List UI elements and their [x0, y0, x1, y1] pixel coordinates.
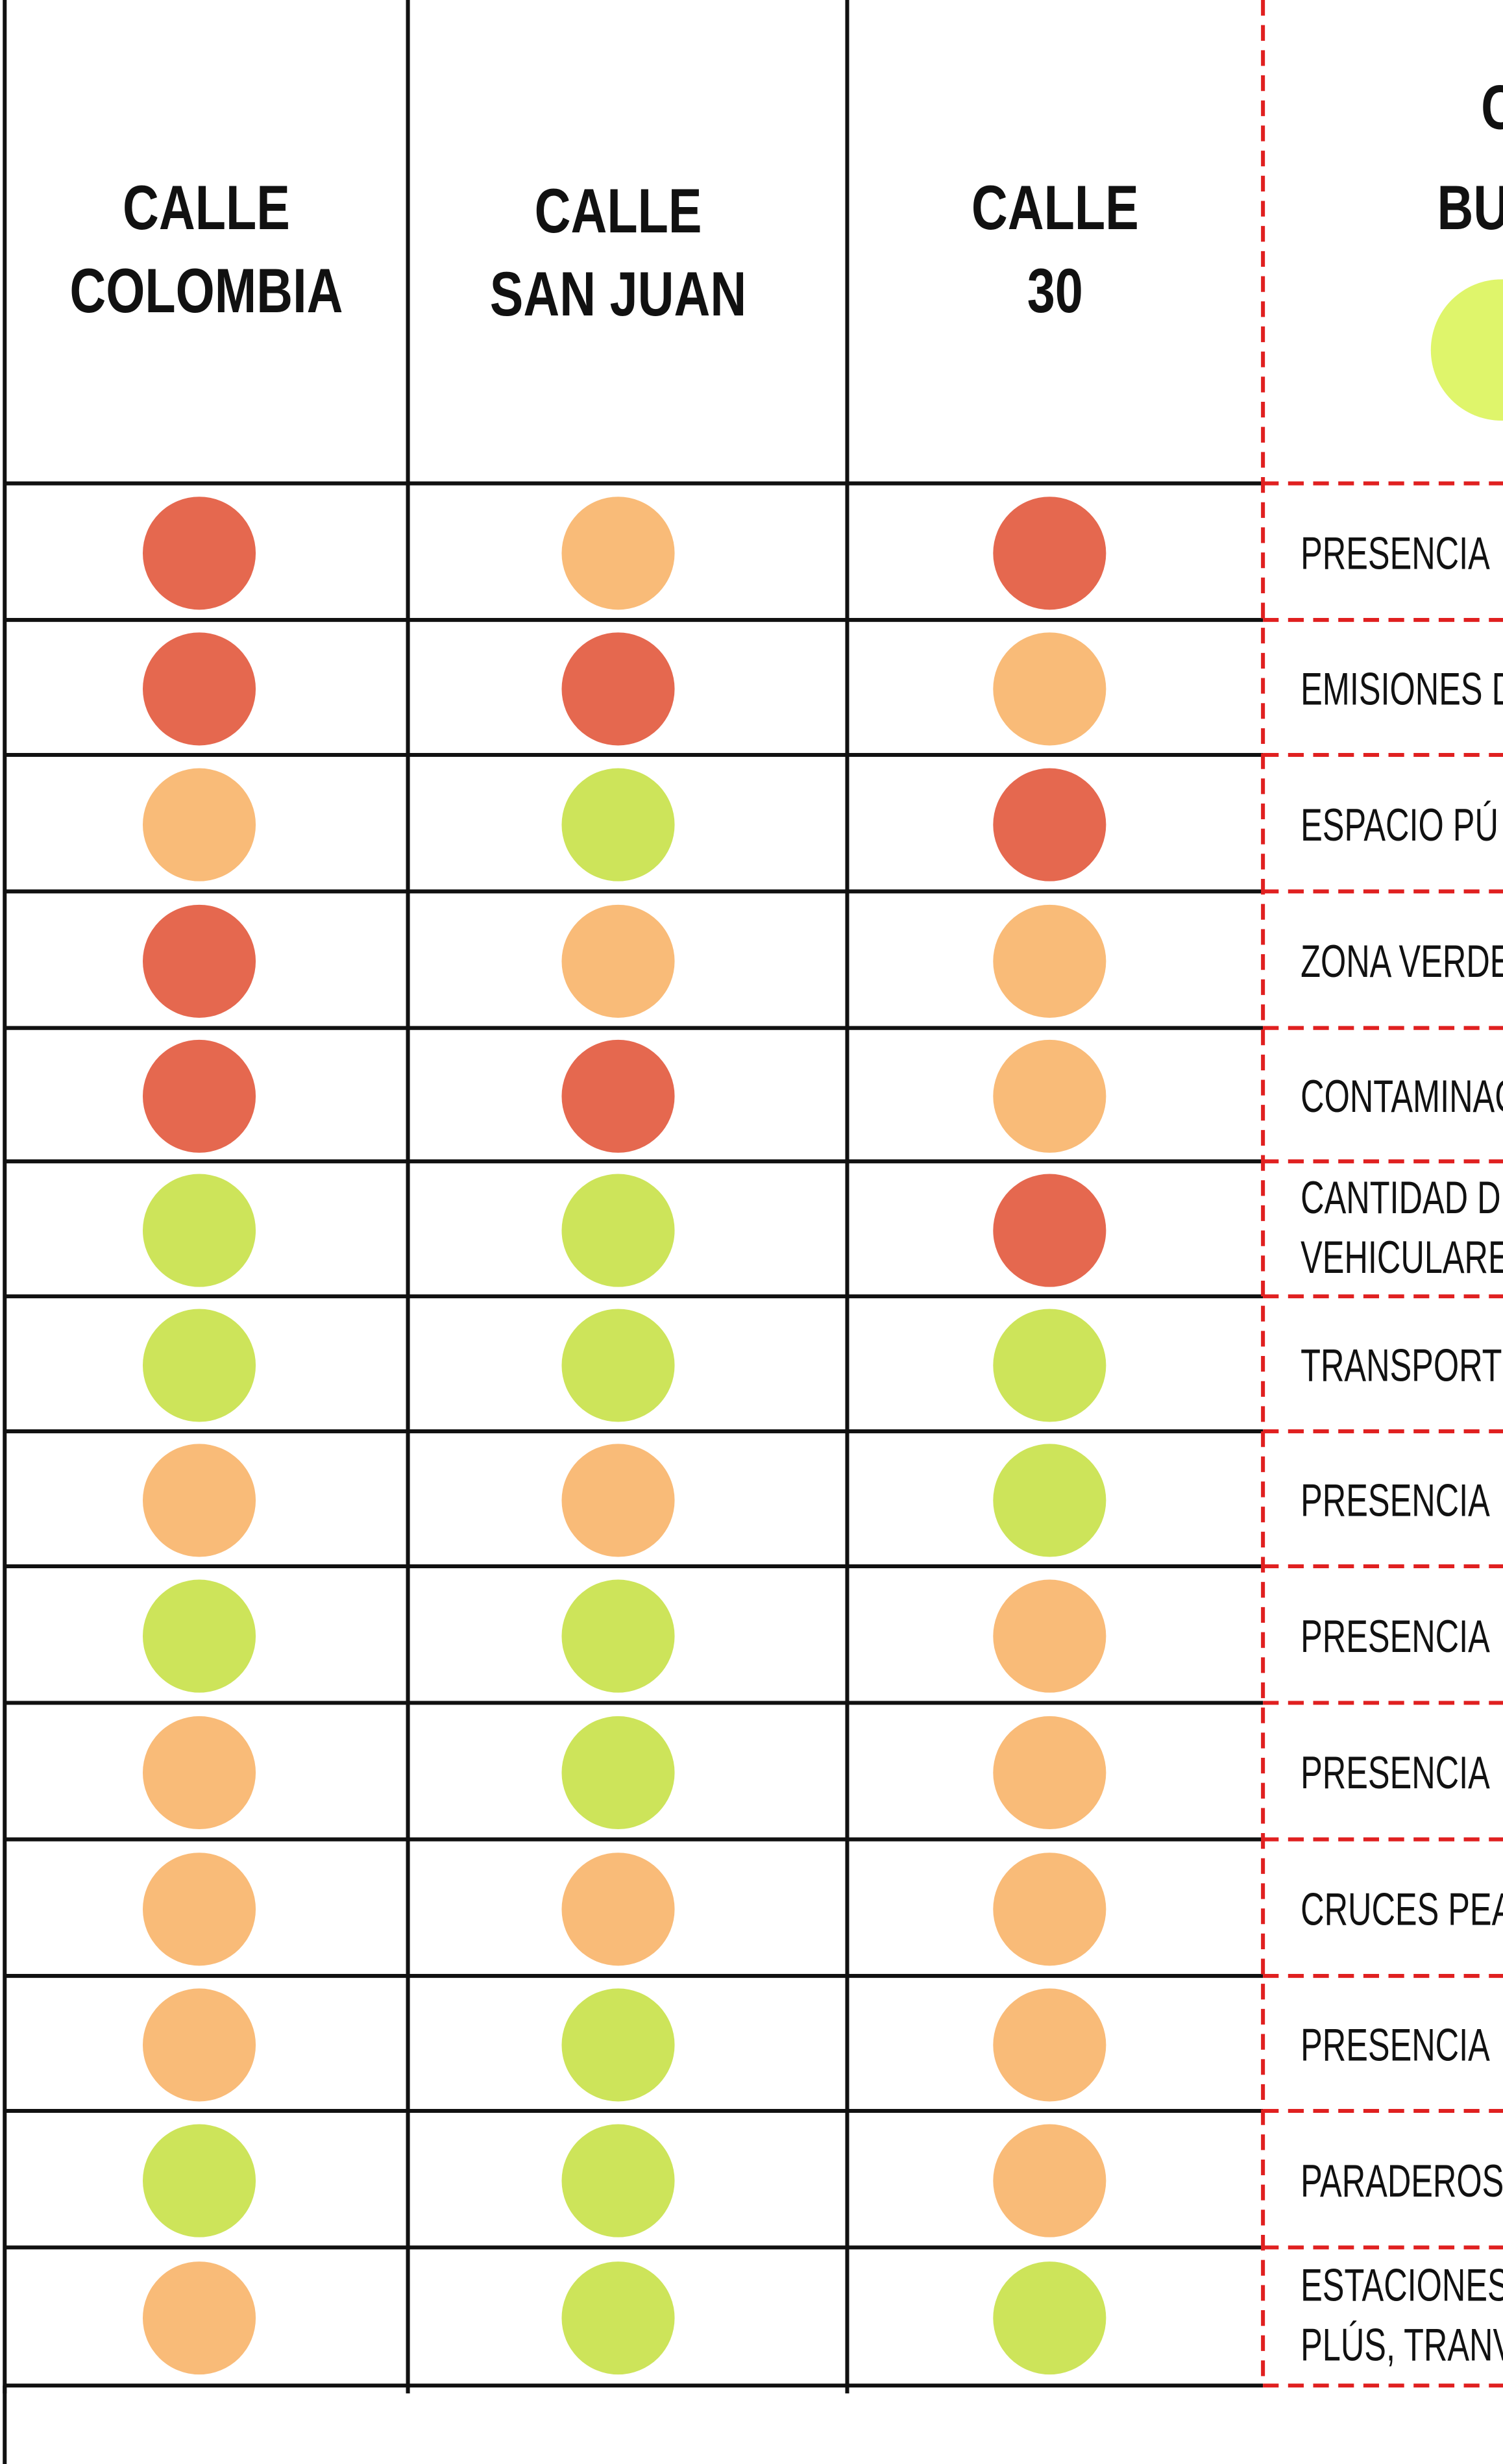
row-label-line: TRANSPORTE	[1301, 1340, 1503, 1391]
row-label-line: CRUCES PEA	[1301, 1884, 1503, 1934]
row-label-line: PLÚS, TRANVÍ	[1301, 2319, 1503, 2370]
row-label-line: PARADEROS	[1301, 2156, 1503, 2206]
row-label: VEHICULARE	[1301, 1232, 1503, 1283]
rating-dot	[561, 2261, 675, 2375]
rating-dot	[142, 1444, 256, 1557]
rating-dot	[142, 2261, 256, 2375]
rating-dot	[993, 1039, 1106, 1153]
legend-title-group: C	[1481, 72, 1503, 142]
rating-dot	[993, 632, 1106, 746]
legend-dot	[1430, 279, 1503, 421]
row-label-line: PRESENCIA	[1301, 1611, 1490, 1662]
rating-dot	[561, 1579, 675, 1693]
header-line: COLOMBIA	[69, 256, 343, 326]
row-label: ZONA VERDE	[1301, 936, 1503, 987]
row-label-line: EMISIONES D	[1301, 663, 1503, 714]
rating-dot	[561, 1039, 675, 1153]
rating-dot	[561, 1174, 675, 1287]
rating-dot	[993, 497, 1106, 610]
header-line: CALLE	[971, 173, 1139, 243]
header-line: CALLE	[123, 173, 290, 243]
rating-dot	[561, 1853, 675, 1966]
legend-title: C	[1481, 72, 1503, 142]
rating-dot	[142, 1174, 256, 1287]
row-label-line: VEHICULARE	[1301, 1232, 1503, 1283]
row-label: PARADEROS	[1301, 2156, 1503, 2206]
column-header: CALLE	[535, 176, 702, 246]
rating-dot	[561, 632, 675, 746]
rating-dot	[142, 1988, 256, 2102]
legend-label-group: BUE	[1437, 173, 1503, 243]
column-header: CALLE	[971, 173, 1139, 243]
rating-dot	[993, 2261, 1106, 2375]
rating-dot	[993, 1716, 1106, 1829]
rating-dot	[993, 1853, 1106, 1966]
row-label-line: PRESENCIA	[1301, 1747, 1490, 1798]
rating-dot	[993, 1309, 1106, 1422]
header-line: SAN JUAN	[490, 259, 746, 329]
row-label-line: PRESENCIA	[1301, 2019, 1490, 2070]
rating-dot	[993, 1579, 1106, 1693]
row-label-line: ZONA VERDE	[1301, 936, 1503, 987]
rating-dot	[561, 1444, 675, 1557]
rating-dot	[561, 1988, 675, 2102]
rating-dot	[561, 497, 675, 610]
row-label-line: ESTACIONES D	[1301, 2260, 1503, 2310]
row-label: ESTACIONES D	[1301, 2260, 1503, 2310]
rating-dot	[993, 1444, 1106, 1557]
rating-dot	[993, 2124, 1106, 2237]
rating-dot	[142, 632, 256, 746]
rating-dot	[993, 768, 1106, 881]
header-line: CALLE	[535, 176, 702, 246]
rating-dot	[561, 768, 675, 881]
header-line: 30	[1027, 256, 1083, 326]
row-label: ESPACIO PÚ	[1301, 800, 1498, 850]
row-label: PRESENCIA	[1301, 528, 1490, 578]
rating-dot	[993, 1174, 1106, 1287]
rating-dot	[142, 497, 256, 610]
row-label: PRESENCIA	[1301, 1747, 1490, 1798]
column-header: 30	[1027, 256, 1083, 326]
column-header: COLOMBIA	[69, 256, 343, 326]
row-label: PRESENCIA	[1301, 2019, 1490, 2070]
row-label-line: CONTAMINAC	[1301, 1071, 1503, 1122]
rating-dot	[561, 1716, 675, 1829]
row-label: PLÚS, TRANVÍ	[1301, 2319, 1503, 2370]
rating-dot	[561, 1309, 675, 1422]
row-label: CANTIDAD D	[1301, 1172, 1500, 1223]
row-label-line: PRESENCIA	[1301, 1475, 1490, 1526]
row-label: TRANSPORTE	[1301, 1340, 1503, 1391]
rating-dot	[142, 2124, 256, 2237]
row-label: PRESENCIA	[1301, 1475, 1490, 1526]
rating-dot	[561, 2124, 675, 2237]
row-label-line: PRESENCIA	[1301, 528, 1490, 578]
rating-dot	[142, 1039, 256, 1153]
row-label: CONTAMINAC	[1301, 1071, 1503, 1122]
rating-dot	[142, 1579, 256, 1693]
rating-dot	[142, 1853, 256, 1966]
row-label: PRESENCIA	[1301, 1611, 1490, 1662]
column-header: CALLE	[123, 173, 290, 243]
row-label: CRUCES PEA	[1301, 1884, 1503, 1934]
row-label-line: ESPACIO PÚ	[1301, 800, 1498, 850]
legend-label: BUE	[1437, 173, 1503, 243]
rating-dot	[142, 768, 256, 881]
rating-dot	[561, 904, 675, 1018]
rating-dot	[993, 1988, 1106, 2102]
rating-dot	[993, 904, 1106, 1018]
rating-dot	[142, 1716, 256, 1829]
rating-dot	[142, 904, 256, 1018]
rating-dot	[142, 1309, 256, 1422]
row-label: EMISIONES D	[1301, 663, 1503, 714]
column-header: SAN JUAN	[490, 259, 746, 329]
row-label-line: CANTIDAD D	[1301, 1172, 1500, 1223]
